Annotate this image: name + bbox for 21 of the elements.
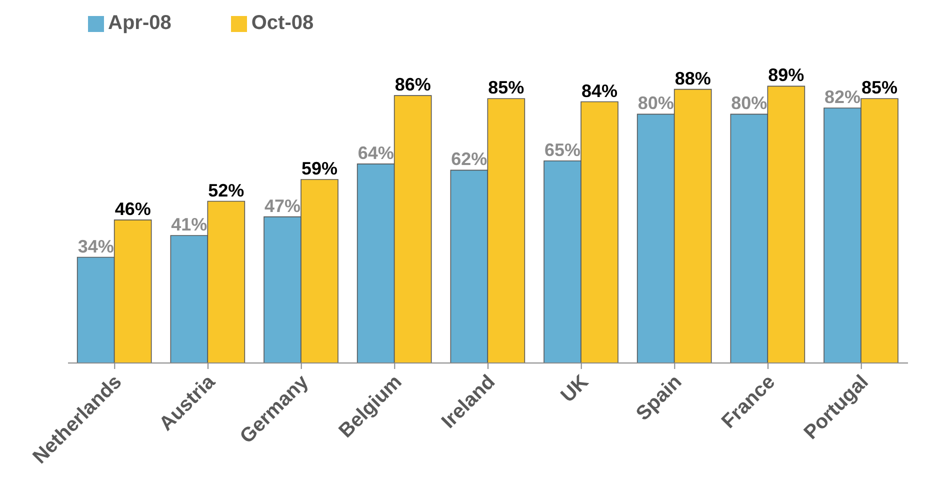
x-tick-label: UK <box>556 370 594 407</box>
data-label: 85% <box>488 78 524 98</box>
data-label: 46% <box>114 198 151 219</box>
data-label: 84% <box>581 80 618 101</box>
data-label: 62% <box>451 149 488 170</box>
legend-label: Oct-08 <box>251 12 314 34</box>
data-label: 85% <box>861 78 898 98</box>
data-label: 41% <box>171 214 208 234</box>
data-label: 47% <box>264 196 301 216</box>
data-label: 82% <box>824 86 861 107</box>
data-label: 88% <box>674 68 711 88</box>
data-label: 65% <box>544 140 581 160</box>
data-label: 89% <box>768 65 804 86</box>
data-label: 52% <box>208 180 244 200</box>
data-label: 86% <box>394 74 431 95</box>
data-label: 80% <box>638 93 674 114</box>
legend-label: Apr-08 <box>108 12 172 34</box>
data-label: 64% <box>358 142 394 163</box>
data-label: 34% <box>78 236 114 256</box>
data-label: 80% <box>731 93 768 114</box>
data-label: 59% <box>301 158 338 179</box>
